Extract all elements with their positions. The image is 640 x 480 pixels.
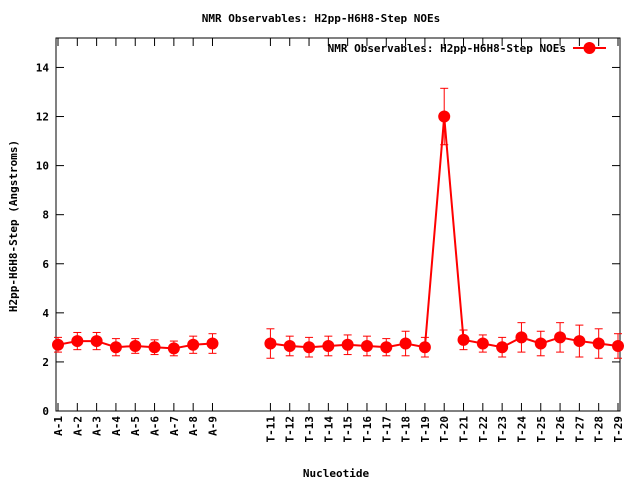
x-tick-label: A-2 — [71, 416, 84, 436]
data-point — [573, 335, 586, 348]
x-tick-label: T-11 — [264, 416, 277, 443]
x-tick-label: A-3 — [91, 416, 104, 436]
data-point — [52, 338, 64, 351]
x-axis-ticks: A-1 A-2 A-3 A-4 A-5 A-6 A-7 A-8 A-9 T-11 T-12 T-13 T… — [52, 38, 625, 443]
x-tick-label: T-27 — [573, 416, 586, 443]
x-tick-label: T-19 — [419, 416, 432, 443]
x-tick-label: A-5 — [129, 416, 142, 436]
data-point — [612, 339, 624, 352]
x-tick-label: A-9 — [206, 416, 219, 436]
x-tick-label: A-6 — [149, 416, 162, 436]
x-tick-label: T-17 — [380, 416, 393, 443]
data-point — [476, 337, 489, 350]
legend: NMR Observables: H2pp-H6H8-Step NOEs — [328, 42, 606, 55]
x-tick-label: T-18 — [400, 416, 413, 443]
data-point — [380, 341, 393, 354]
x-tick-label: T-24 — [515, 416, 528, 443]
data-point — [129, 339, 142, 352]
data-point — [71, 335, 84, 348]
y-tick-label: 8 — [42, 209, 49, 222]
data-point — [496, 341, 509, 354]
data-point — [303, 341, 316, 354]
data-point — [399, 337, 412, 350]
series-line — [270, 116, 619, 349]
x-tick-label: T-25 — [535, 416, 548, 443]
data-point — [515, 331, 528, 344]
data-point — [109, 341, 122, 354]
data-point — [187, 338, 200, 351]
y-tick-label: 4 — [42, 307, 49, 320]
x-tick-label: A-4 — [110, 416, 123, 436]
data-point — [322, 339, 335, 352]
y-axis-label: H2pp-H6H8-Step (Angstroms) — [7, 140, 20, 312]
y-tick-label: 6 — [42, 258, 49, 271]
y-axis-ticks: 0 2 4 6 8 10 12 14 — [36, 61, 620, 418]
series-layer — [52, 87, 624, 359]
x-axis-label: Nucleotide — [303, 467, 370, 480]
data-point — [592, 337, 605, 350]
data-point — [360, 339, 373, 352]
x-tick-label: T-28 — [593, 416, 606, 443]
x-tick-label: T-29 — [612, 416, 625, 443]
plot-frame — [55, 37, 621, 412]
x-tick-label: T-23 — [496, 416, 509, 443]
x-tick-label: A-1 — [52, 416, 65, 436]
data-point — [457, 333, 470, 346]
legend-label: NMR Observables: H2pp-H6H8-Step NOEs — [328, 42, 566, 55]
x-tick-label: T-15 — [342, 416, 355, 443]
x-tick-label: T-22 — [477, 416, 490, 443]
x-tick-label: T-14 — [322, 416, 335, 443]
x-tick-label: T-21 — [458, 416, 471, 443]
data-point — [264, 337, 277, 350]
x-tick-label: T-12 — [284, 416, 297, 443]
data-point — [206, 337, 219, 350]
data-point — [283, 339, 296, 352]
y-tick-label: 10 — [36, 160, 49, 173]
data-point — [534, 337, 547, 350]
x-tick-label: A-7 — [168, 416, 181, 436]
y-tick-label: 0 — [42, 405, 49, 418]
x-tick-label: T-20 — [438, 416, 451, 443]
y-tick-label: 2 — [42, 356, 49, 369]
x-tick-label: T-16 — [361, 416, 374, 443]
x-tick-label: T-26 — [554, 416, 567, 443]
x-tick-label: T-13 — [303, 416, 316, 443]
data-point — [167, 342, 180, 355]
y-tick-label: 14 — [36, 61, 50, 74]
data-point — [341, 338, 354, 351]
y-tick-label: 12 — [36, 111, 49, 124]
data-point — [438, 110, 451, 123]
data-point — [418, 341, 431, 354]
data-point — [90, 335, 103, 348]
chart-title: NMR Observables: H2pp-H6H8-Step NOEs — [202, 12, 440, 25]
data-point — [148, 341, 161, 354]
legend-marker — [583, 42, 596, 54]
x-tick-label: A-8 — [187, 416, 200, 436]
data-point — [554, 331, 567, 344]
